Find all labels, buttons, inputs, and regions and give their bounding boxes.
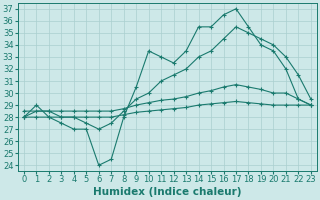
X-axis label: Humidex (Indice chaleur): Humidex (Indice chaleur) — [93, 187, 242, 197]
